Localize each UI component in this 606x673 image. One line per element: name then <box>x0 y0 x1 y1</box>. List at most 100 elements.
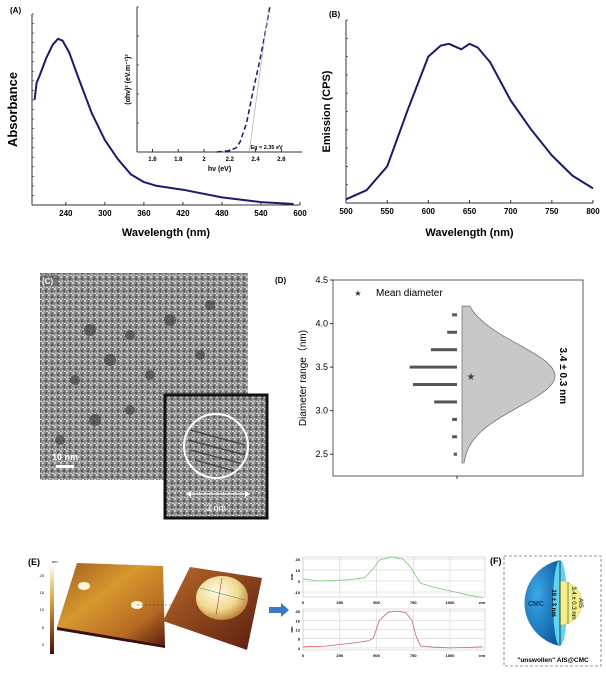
emission-chart: 500 550 600 650 700 750 800 Wavelength (nm) Emis… <box>321 20 600 239</box>
tangent-line <box>249 10 268 152</box>
x-tick-label: 500 <box>373 600 380 605</box>
x-tick-label: 420 <box>176 209 190 218</box>
y-axis-label: nm <box>289 626 294 632</box>
y-axis-label: Emission (CPS) <box>321 70 333 152</box>
x-tick-label: 650 <box>463 207 477 216</box>
scale-bar-label: 10 nm <box>52 452 78 462</box>
y-tick-label: 10 <box>296 568 301 573</box>
tem-image: 10 nm 3 nm <box>40 273 267 518</box>
x-tick-label: 2.4 <box>251 157 260 163</box>
y-tick-label: 3.5 <box>315 362 328 372</box>
histogram-bar <box>410 366 457 369</box>
x-tick-label: 250 <box>336 653 343 658</box>
x-tick-label: 550 <box>380 207 394 216</box>
x-tick-label: 480 <box>215 209 229 218</box>
panel-label-f: (F) <box>490 556 502 566</box>
y-tick-label: 4.5 <box>315 275 328 285</box>
panel-label-e: (E) <box>28 557 40 567</box>
afm-2d-image <box>57 563 178 648</box>
x-axis-label: Wavelength (nm) <box>425 227 514 239</box>
x-tick-label: 600 <box>293 209 307 218</box>
core-size-label: 3.4 ± 0.3 nm <box>570 586 576 619</box>
data-series-line <box>303 557 482 598</box>
x-tick-label: 800 <box>586 207 600 216</box>
cmc-label: CMC <box>528 601 544 608</box>
x-tick-label: 0 <box>302 653 305 658</box>
x-tick-label: 600 <box>422 207 436 216</box>
svg-text:0: 0 <box>42 642 45 647</box>
legend-star-icon: ★ <box>354 289 361 298</box>
afm-3d-image <box>163 567 262 650</box>
x-tick-label: 300 <box>98 209 112 218</box>
y-tick-label: 20 <box>296 557 301 562</box>
svg-text:nm: nm <box>52 559 58 564</box>
plot-frame <box>303 557 485 597</box>
histogram-bar <box>447 331 457 334</box>
histogram-bar <box>434 400 457 403</box>
histogram-bar <box>431 348 457 351</box>
y-tick-label: 12 <box>296 628 301 633</box>
panel-label-d: (D) <box>275 276 286 285</box>
schematic-caption: "unswollen" AIS@CMC <box>517 657 589 664</box>
x-unit-label: nm <box>479 653 485 658</box>
x-tick-label: 750 <box>410 600 417 605</box>
tem-inset: 3 nm <box>165 395 267 518</box>
x-tick-label: 360 <box>137 209 151 218</box>
histogram-bar <box>452 435 457 438</box>
y-tick-label: 4.0 <box>315 319 328 329</box>
micelle-schematic: CMC 19 ± 3 nm 3.4 ± 0.3 nm AIS "unswolle… <box>504 556 601 666</box>
histogram-bar <box>452 418 457 421</box>
histogram-bar <box>413 383 457 386</box>
x-tick-label: 2 <box>202 157 206 163</box>
x-tick-label: 540 <box>254 209 268 218</box>
x-axis-label: hν (eV) <box>208 166 231 173</box>
x-tick-label: 2.6 <box>277 157 286 163</box>
scale-bar <box>56 465 74 468</box>
panel-label-c: (C) <box>42 277 53 286</box>
y-axis-label: (αhν)² (eV.m⁻¹)² <box>125 54 132 105</box>
x-tick-label: 240 <box>59 209 73 218</box>
histogram-bar <box>454 453 457 456</box>
arrow-icon <box>269 603 289 617</box>
svg-text:20: 20 <box>40 573 45 578</box>
data-series-line <box>346 44 593 200</box>
x-axis-label: Wavelength (nm) <box>122 227 211 239</box>
x-tick-label: 2.2 <box>226 157 235 163</box>
y-tick-label: 4 <box>298 646 301 651</box>
ais-label: AIS <box>577 598 583 608</box>
x-tick-label: 500 <box>373 653 380 658</box>
data-series-line <box>35 39 294 204</box>
y-tick-label: 2.5 <box>315 449 328 459</box>
x-tick-label: 750 <box>545 207 559 216</box>
y-tick-label: -10 <box>294 590 301 595</box>
svg-text:10: 10 <box>40 607 45 612</box>
y-tick-label: 0 <box>298 579 301 584</box>
y-axis-label: nm <box>289 574 294 580</box>
x-tick-label: 700 <box>504 207 518 216</box>
x-tick-label: 250 <box>336 600 343 605</box>
y-axis-label: Diameter range（nm) <box>297 330 309 426</box>
svg-text:5: 5 <box>42 625 45 630</box>
x-tick-label: 1000 <box>446 600 456 605</box>
bandgap-annotation: Eg = 2.35 eV <box>250 145 283 151</box>
svg-text:15: 15 <box>40 590 45 595</box>
x-tick-label: 750 <box>410 653 417 658</box>
distribution-curve <box>462 306 555 463</box>
afm-colorbar: nm 20 15 10 5 0 <box>40 559 59 654</box>
mean-annotation: 3.4 ± 0.3 nm <box>557 348 568 405</box>
panel-label-b: (B) <box>329 10 340 19</box>
y-tick-label: 16 <box>296 618 301 623</box>
x-tick-label: 1.8 <box>174 157 183 163</box>
y-tick-label: 20 <box>296 609 301 614</box>
data-series-line <box>217 7 270 152</box>
shell-size-label: 19 ± 3 nm <box>550 589 556 616</box>
mean-marker: ★ <box>467 372 476 383</box>
x-unit-label: nm <box>479 600 485 605</box>
y-tick-label: 8 <box>298 637 301 642</box>
y-tick-label: 3.0 <box>315 406 328 416</box>
x-tick-label: 500 <box>339 207 353 216</box>
